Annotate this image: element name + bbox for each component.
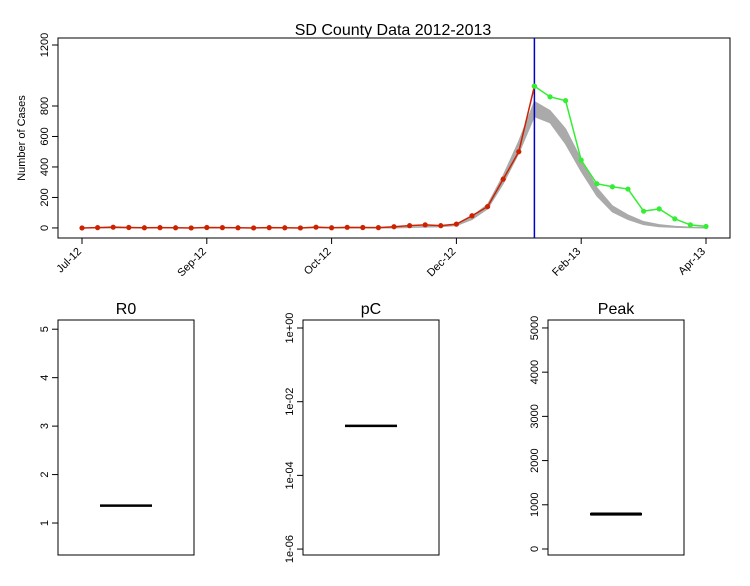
data-point [531,83,538,89]
plot-frame [57,37,731,239]
panel-title: Peak [598,301,635,318]
x-tick-label: Apr-13 [676,246,708,278]
data-point [563,98,569,104]
data-point [126,224,132,231]
y-axis-label: Number of Cases [16,95,28,181]
data-point [469,213,475,219]
y-tick-label: 1e+00 [284,313,296,344]
y-tick-label: 1 [39,520,51,526]
plot-frame [302,319,440,556]
y-tick-label: 200 [39,188,51,206]
data-point [282,225,288,231]
y-tick-label: 0 [39,225,51,231]
y-tick-label: 2 [39,472,51,478]
data-point [594,181,600,187]
data-point [438,223,444,229]
y-tick-label: 1200 [39,33,51,57]
data-point [609,184,616,190]
data-point [266,225,272,231]
x-tick-label: Sep-12 [175,246,209,280]
data-point [95,225,101,231]
x-tick-label: Dec-12 [425,246,459,280]
data-point [188,225,194,231]
data-point [641,208,647,214]
plot-frame [57,319,195,556]
data-point [79,225,85,231]
data-point [157,225,163,231]
x-tick-label: Jul-12 [54,246,84,276]
y-tick-label: 5000 [529,316,541,340]
y-tick-label: 1e-02 [284,388,296,416]
data-point [391,224,397,230]
panel-title: pC [361,301,381,318]
data-point [453,221,459,227]
y-tick-label: 4000 [529,360,541,384]
data-point [173,225,179,231]
y-tick-label: 1e-04 [284,461,296,489]
x-tick-label: Oct-12 [302,246,334,278]
data-point [313,224,319,230]
data-point [344,224,350,230]
y-tick-label: 1e-06 [284,535,296,563]
data-point [375,225,381,231]
y-tick-label: 3 [39,423,51,429]
y-tick-label: 2000 [529,448,541,472]
panel-title: R0 [116,301,137,318]
series-line [81,85,536,229]
y-tick-label: 3000 [529,404,541,428]
data-point [141,225,147,231]
data-point [703,223,709,230]
data-point [251,225,257,231]
plot-frame [547,319,685,556]
data-point [578,157,584,163]
y-tick-label: 1000 [529,493,541,517]
series-line [533,85,707,228]
y-tick-label: 800 [39,97,51,115]
data-point [672,216,678,222]
data-point [625,186,631,192]
x-tick-label: Feb-13 [550,246,583,279]
data-point [500,176,506,182]
data-point [235,225,241,231]
data-point [547,94,553,100]
data-point [329,225,335,231]
y-tick-label: 5 [39,326,51,332]
data-point [219,225,225,231]
data-point [204,224,210,231]
data-point [297,225,303,231]
y-tick-label: 0 [529,546,541,552]
data-point [485,203,491,210]
data-point [422,222,428,228]
simulation-band [82,100,707,229]
data-point [407,223,413,229]
data-point [687,222,694,228]
data-point [516,149,522,155]
chart-title: SD County Data 2012-2013 [295,22,492,39]
data-point [656,206,662,212]
y-tick-label: 600 [39,127,51,145]
y-tick-label: 400 [39,158,51,176]
y-tick-label: 4 [39,375,51,381]
data-point [110,224,116,230]
data-point [360,224,366,231]
